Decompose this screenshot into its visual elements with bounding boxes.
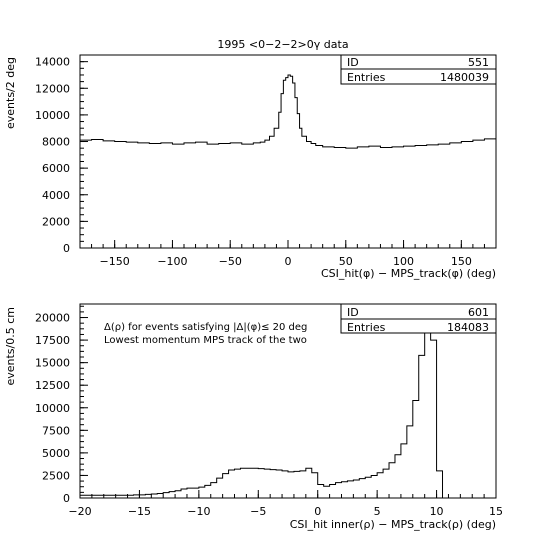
bottom-x-tick-label: 5 — [374, 505, 381, 518]
bottom-histogram-line — [80, 318, 496, 499]
bottom-x-tick-label: 0 — [314, 505, 321, 518]
figure-title: 1995 <0−2−2>0γ data — [217, 38, 348, 51]
bottom-y-tick-label: 17500 — [35, 334, 70, 347]
bottom-stats-entries-label: Entries — [347, 321, 386, 334]
top-x-tick-label: −100 — [157, 255, 187, 268]
bottom-y-tick-label: 20000 — [35, 312, 70, 325]
bottom-x-tick-label: −5 — [250, 505, 266, 518]
top-y-ticks: 0 2000 4000 6000 8000 10000 12000 14000 — [35, 54, 88, 255]
top-stats-box: ID 551 Entries 1480039 — [340, 54, 497, 85]
bottom-annotation-line-2: Lowest momentum MPS track of the two — [104, 335, 307, 346]
top-x-tick-label: −50 — [219, 255, 242, 268]
bottom-stats-id-value: 601 — [468, 306, 489, 319]
bottom-plot-frame — [79, 303, 497, 499]
bottom-x-tick-label: 10 — [430, 505, 444, 518]
bottom-y-tick-label: 10000 — [35, 402, 70, 415]
bottom-y-axis-label: events/0.5 cm — [4, 307, 17, 386]
bottom-x-ticks: −20 −15 −10 −5 0 5 10 15 — [68, 490, 503, 518]
bottom-histogram-panel: −20 −15 −10 −5 0 5 10 15 0 2500 5000 7500 10000 1250… — [4, 303, 503, 531]
top-stats-id-value: 551 — [468, 56, 489, 69]
top-y-tick-label: 8000 — [42, 136, 70, 149]
bottom-y-tick-label: 5000 — [42, 447, 70, 460]
bottom-y-tick-label: 2500 — [42, 469, 70, 482]
top-x-tick-label: 100 — [393, 255, 414, 268]
top-y-tick-label: 4000 — [42, 189, 70, 202]
bottom-stats-id-label: ID — [347, 306, 359, 319]
top-x-tick-label: 50 — [339, 255, 353, 268]
bottom-annotation-line-1: Δ(ρ) for events satisfying |Δ|(φ)≤ 20 de… — [104, 322, 307, 333]
top-x-tick-label: 0 — [285, 255, 292, 268]
bottom-stats-entries-value: 184083 — [447, 321, 489, 334]
bottom-x-tick-label: −15 — [128, 505, 151, 518]
top-x-tick-label: 150 — [451, 255, 472, 268]
top-x-ticks: −150 −100 −50 0 50 100 150 — [79, 240, 497, 268]
bottom-x-tick-label: −20 — [68, 505, 91, 518]
bottom-y-tick-label: 0 — [63, 492, 70, 505]
top-y-tick-label: 0 — [63, 242, 70, 255]
top-y-axis-label: events/2 deg — [4, 57, 17, 129]
top-stats-id-label: ID — [347, 56, 359, 69]
top-y-tick-label: 14000 — [35, 56, 70, 69]
top-stats-entries-label: Entries — [347, 71, 386, 84]
bottom-x-axis-label: CSI_hit inner(ρ) − MPS_track(ρ) (deg) — [290, 518, 496, 531]
bottom-y-tick-label: 12500 — [35, 379, 70, 392]
top-y-tick-label: 12000 — [35, 82, 70, 95]
bottom-stats-box: ID 601 Entries 184083 — [340, 303, 497, 334]
top-x-tick-label: −150 — [100, 255, 130, 268]
bottom-y-ticks: 0 2500 5000 7500 10000 12500 15000 17500 20000 — [35, 305, 88, 505]
bottom-histogram-step-line — [80, 318, 496, 499]
top-x-axis-label: CSI_hit(φ) − MPS_track(φ) (deg) — [321, 267, 496, 280]
bottom-y-tick-label: 15000 — [35, 357, 70, 370]
top-y-tick-label: 10000 — [35, 109, 70, 122]
top-y-tick-label: 6000 — [42, 162, 70, 175]
bottom-x-tick-label: 15 — [489, 505, 503, 518]
bottom-y-tick-label: 7500 — [42, 424, 70, 437]
top-histogram-step-line — [80, 74, 496, 149]
top-stats-entries-value: 1480039 — [440, 71, 489, 84]
top-histogram-line — [80, 74, 496, 149]
bottom-x-tick-label: −10 — [187, 505, 210, 518]
top-histogram-panel: −150 −100 −50 0 50 100 150 0 2000 4000 6000 8000 10… — [4, 54, 497, 280]
top-y-tick-label: 2000 — [42, 215, 70, 228]
